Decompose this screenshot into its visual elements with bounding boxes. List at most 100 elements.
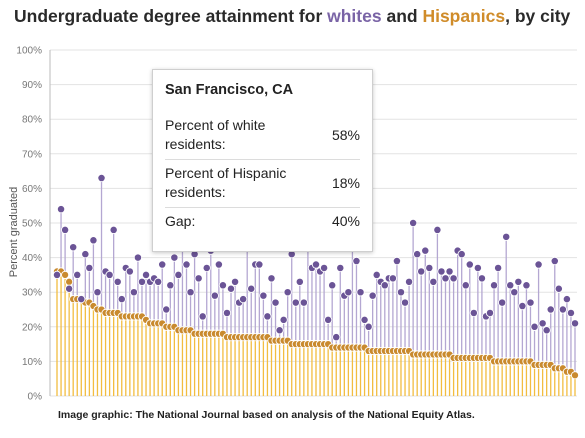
- tooltip-card: San Francisco, CA Percent of white resid…: [152, 69, 373, 252]
- white-point: [56, 205, 66, 214]
- white-point: [81, 249, 90, 259]
- white-series: [52, 173, 580, 342]
- white-point: [222, 308, 232, 318]
- white-point: [461, 281, 470, 290]
- white-point: [530, 322, 539, 331]
- white-point: [558, 305, 568, 314]
- y-tick-label: 40%: [22, 253, 42, 264]
- white-point: [408, 218, 418, 228]
- white-point: [259, 291, 268, 300]
- white-point: [413, 249, 422, 259]
- white-point: [194, 274, 203, 283]
- white-point: [271, 298, 280, 307]
- white-point: [465, 260, 474, 269]
- tooltip-hispanic-value: 18%: [331, 174, 360, 191]
- white-point: [522, 281, 531, 290]
- white-point: [154, 277, 163, 286]
- white-point: [360, 315, 369, 325]
- white-point: [275, 326, 284, 335]
- white-point: [113, 277, 122, 286]
- white-point: [239, 294, 248, 304]
- white-point: [97, 173, 106, 183]
- white-point: [498, 298, 507, 307]
- white-point: [109, 225, 118, 235]
- white-point: [299, 298, 309, 307]
- y-tick-label: 100%: [16, 46, 42, 57]
- tooltip-gap-value: 40%: [331, 213, 360, 229]
- white-point: [445, 267, 454, 276]
- white-point: [186, 288, 195, 297]
- tooltip-white-value: 58%: [331, 126, 360, 143]
- white-point: [392, 256, 402, 266]
- white-point: [129, 288, 139, 297]
- white-point: [518, 301, 527, 311]
- white-point: [328, 281, 337, 290]
- white-point: [69, 243, 78, 252]
- white-point: [380, 281, 389, 290]
- hispanic-point: [65, 277, 74, 286]
- tooltip-row-gap: Gap: 40%: [165, 208, 360, 236]
- white-point: [550, 256, 559, 266]
- white-point: [267, 274, 276, 283]
- hispanic-point: [570, 371, 580, 380]
- white-point: [433, 225, 442, 235]
- white-point: [510, 288, 519, 297]
- white-point: [226, 284, 236, 293]
- tooltip-row-white: Percent of white residents: 58%: [165, 112, 360, 160]
- white-point: [457, 249, 466, 259]
- y-tick-label: 60%: [22, 184, 42, 195]
- white-point: [133, 253, 143, 262]
- source-note: Image graphic: The National Journal base…: [58, 409, 475, 421]
- white-point: [441, 274, 450, 283]
- white-point: [388, 274, 398, 283]
- white-point: [344, 288, 353, 297]
- white-point: [210, 291, 219, 300]
- y-tick-label: 30%: [22, 288, 42, 299]
- white-point: [230, 277, 240, 286]
- white-point: [182, 260, 191, 269]
- white-point: [93, 288, 102, 297]
- white-point: [469, 308, 478, 318]
- title-middle: and: [381, 6, 423, 26]
- white-point: [514, 277, 523, 286]
- white-point: [336, 263, 345, 273]
- title-prefix: Undergraduate degree attainment for: [14, 6, 328, 26]
- white-point: [125, 267, 134, 276]
- tooltip-row-hispanic: Percent of Hispanic residents: 18%: [165, 160, 360, 208]
- white-point: [477, 274, 487, 283]
- y-tick-label: 50%: [22, 219, 42, 230]
- white-point: [198, 312, 207, 321]
- white-point: [117, 294, 126, 304]
- white-point: [247, 284, 256, 293]
- y-tick-label: 10%: [22, 357, 42, 368]
- tooltip-white-label: Percent of white residents:: [165, 117, 266, 152]
- white-point: [404, 277, 414, 286]
- white-point: [485, 308, 495, 318]
- white-point: [372, 270, 381, 280]
- white-point: [449, 274, 458, 283]
- white-point: [437, 267, 446, 276]
- white-point: [526, 298, 535, 307]
- white-point: [396, 288, 406, 297]
- white-point: [425, 263, 434, 273]
- white-point: [332, 333, 341, 342]
- white-point: [291, 298, 300, 307]
- white-point: [534, 260, 543, 269]
- y-tick-label: 90%: [22, 80, 42, 91]
- white-point: [279, 315, 288, 325]
- white-point: [166, 281, 175, 290]
- white-point: [162, 305, 171, 314]
- white-point: [566, 308, 576, 318]
- white-point: [85, 263, 94, 273]
- hispanic-series: [52, 267, 580, 380]
- title-hispanics-word: Hispanics: [422, 6, 506, 26]
- white-point: [170, 253, 179, 262]
- tooltip-gap-label: Gap:: [165, 213, 196, 229]
- title-whites-word: whites: [327, 6, 382, 26]
- white-point: [283, 288, 292, 297]
- white-point: [562, 294, 572, 304]
- white-point: [429, 277, 438, 286]
- white-point: [570, 319, 580, 328]
- white-point: [77, 294, 86, 304]
